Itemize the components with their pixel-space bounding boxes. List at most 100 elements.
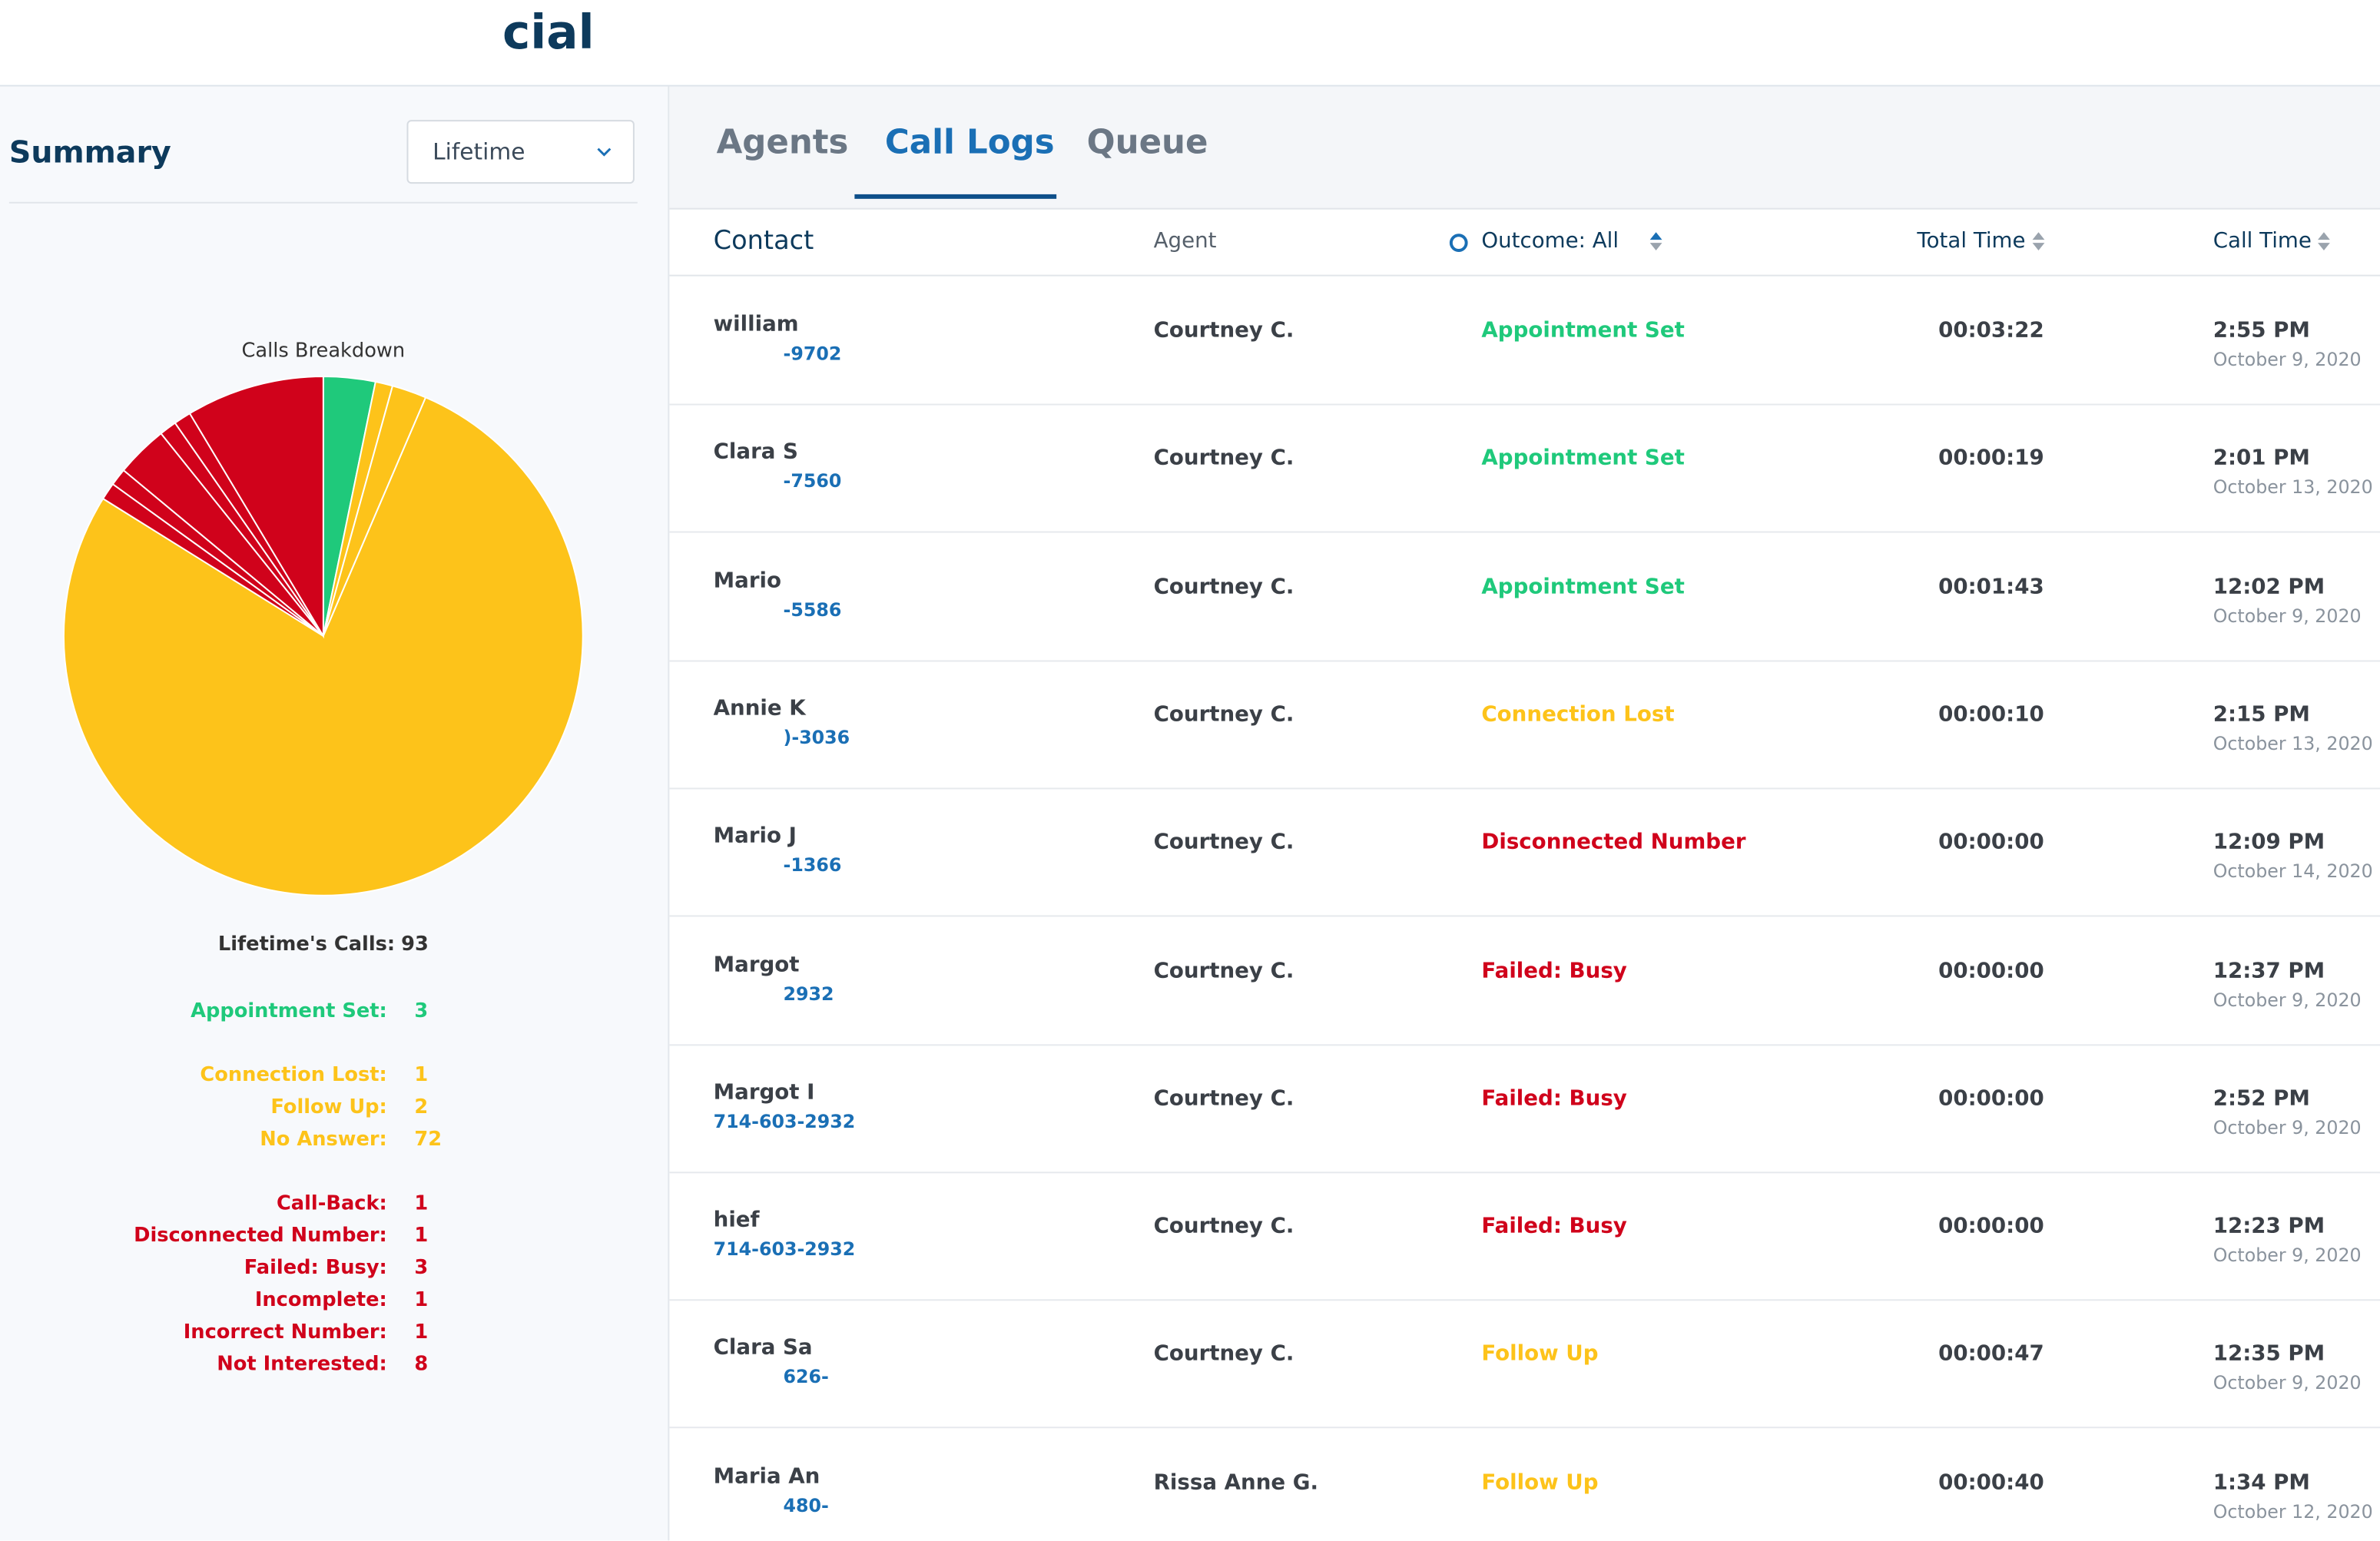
tab[interactable]: Queue	[1086, 124, 1208, 163]
legend-label: Connection Lost:	[200, 1063, 386, 1086]
sort-down	[2318, 243, 2330, 251]
call-time: 1:34 PM	[2213, 1470, 2310, 1495]
call-date: October 9, 2020	[2213, 349, 2362, 371]
column-header: Contact	[713, 226, 814, 257]
legend-value: 72	[414, 1128, 442, 1151]
call-time: 12:35 PM	[2213, 1342, 2325, 1367]
contact-phone: -1366	[783, 854, 842, 877]
tab[interactable]: Call Logs	[884, 124, 1055, 163]
column-header[interactable]: Outcome: All	[1481, 229, 1619, 254]
contact-name: william	[713, 313, 799, 337]
call-time: 2:52 PM	[2213, 1086, 2310, 1111]
contact-name: Clara Sa	[713, 1336, 813, 1361]
legend-label: Disconnected Number:	[134, 1224, 387, 1247]
sort-icon	[2032, 232, 2045, 251]
contact-phone: 626-	[783, 1366, 829, 1388]
total-time: 00:00:00	[1938, 830, 2044, 855]
column-header[interactable]: Call Time	[2213, 229, 2312, 254]
contact-phone: 714-603-2932	[713, 1110, 856, 1132]
sort-up	[2032, 232, 2045, 240]
logo[interactable]: cial	[502, 5, 595, 61]
table-header: Contact Agent Outcome: All Total Time Call T…	[669, 210, 2380, 277]
period-value: Lifetime	[433, 138, 525, 166]
agent: Courtney C.	[1153, 830, 1294, 855]
table-row: Mario J -1366 Courtney C. Disconnected Numb…	[669, 788, 2380, 917]
total-time: 00:00:19	[1938, 446, 2044, 472]
agent: Courtney C.	[1153, 1086, 1294, 1111]
sort-up	[2318, 232, 2330, 240]
call-time: 12:02 PM	[2213, 575, 2325, 599]
total-time: 00:00:00	[1938, 958, 2044, 983]
chart-title: Calls Breakdown	[241, 339, 405, 362]
table-row: william -9702 Courtney C. Appointment Set 00…	[669, 277, 2380, 406]
pie-chart: Calls Breakdown Lifetime's Calls: 93 Appoin…	[63, 339, 584, 1376]
legend-label: Incomplete:	[255, 1288, 387, 1311]
table-row: Margot I 714-603-2932 Courtney C. Failed: B…	[669, 1044, 2380, 1173]
sort-down	[1649, 243, 1662, 251]
legend-value: 1	[414, 1288, 428, 1311]
divider	[8, 201, 638, 204]
contact-phone: 480-	[783, 1494, 829, 1516]
agent: Courtney C.	[1153, 1342, 1294, 1367]
call-date: October 13, 2020	[2213, 733, 2373, 754]
total-time: 00:00:10	[1938, 702, 2044, 727]
agent: Courtney C.	[1153, 318, 1294, 343]
table-row: Clara Sa 626- Courtney C. Follow Up 00:00:47…	[669, 1300, 2380, 1429]
call-date: October 9, 2020	[2213, 1116, 2362, 1138]
call-time: 2:55 PM	[2213, 318, 2310, 343]
call-time: 12:23 PM	[2213, 1214, 2325, 1239]
contact-phone: -5586	[783, 598, 842, 621]
outcome: Follow Up	[1481, 1342, 1599, 1367]
column-header[interactable]: Total Time	[1917, 229, 2026, 254]
contact-name: Annie K	[713, 696, 806, 721]
call-date: October 9, 2020	[2213, 1372, 2362, 1394]
header: cial	[0, 0, 2380, 87]
legend-value: 8	[414, 1353, 428, 1376]
column-header: Agent	[1153, 229, 1217, 254]
outcome: Failed: Busy	[1481, 958, 1627, 983]
outcome: Connection Lost	[1481, 702, 1675, 727]
call-date: October 13, 2020	[2213, 476, 2373, 499]
call-time: 12:09 PM	[2213, 830, 2325, 855]
contact-name: Maria An	[713, 1464, 820, 1489]
contact-name: hief	[713, 1208, 760, 1233]
outcome: Appointment Set	[1481, 446, 1685, 472]
call-time: 2:01 PM	[2213, 446, 2310, 472]
legend-label: Call-Back:	[277, 1191, 387, 1215]
contact-name: Clara S	[713, 440, 798, 466]
table-row: hief 714-603-2932 Courtney C. Failed: Busy 0…	[669, 1172, 2380, 1301]
total-time: 00:00:40	[1938, 1470, 2044, 1495]
call-date: October 9, 2020	[2213, 605, 2362, 627]
legend-value: 3	[414, 999, 428, 1022]
legend-label: No Answer:	[260, 1128, 387, 1151]
table-row: Maria An 480- Rissa Anne G. Follow Up 00:00:…	[669, 1428, 2380, 1541]
call-time: 2:15 PM	[2213, 702, 2310, 727]
outcome: Disconnected Number	[1481, 830, 1746, 855]
call-date: October 9, 2020	[2213, 1244, 2362, 1267]
chevron	[597, 147, 612, 157]
call-date: October 12, 2020	[2213, 1500, 2373, 1523]
call-date: October 14, 2020	[2213, 860, 2373, 883]
total-label: Lifetime's Calls:	[218, 933, 395, 956]
outcome: Failed: Busy	[1481, 1214, 1627, 1239]
table-row: Annie K)-3036 Courtney C. Connection Lost 0…	[669, 660, 2380, 790]
logs-panel: Agents Call Logs Queue Contact Agent Outcome…	[669, 86, 2380, 1541]
legend-value: 1	[414, 1224, 428, 1247]
outcome: Follow Up	[1481, 1470, 1599, 1495]
call-date: October 9, 2020	[2213, 989, 2362, 1010]
legend-label: Appointment Set:	[191, 999, 387, 1022]
tab-bar: Agents Call Logs Queue	[669, 86, 2380, 210]
contact-name: Margot I	[713, 1080, 815, 1105]
table-row: Mario -5586 Courtney C. Appointment Set 00:0…	[669, 532, 2380, 661]
period-select[interactable]: Lifetime	[406, 120, 635, 184]
sort-down	[2032, 243, 2045, 251]
table-row: Margot 2932 Courtney C. Failed: Busy 00:00:0…	[669, 916, 2380, 1046]
outcome: Failed: Busy	[1481, 1086, 1627, 1111]
agent: Rissa Anne G.	[1153, 1470, 1319, 1495]
contact-phone: 2932	[783, 983, 834, 1004]
outcome: Appointment Set	[1481, 575, 1685, 599]
contact-phone: 714-603-2932	[713, 1238, 856, 1261]
tab[interactable]: Agents	[716, 124, 849, 163]
summary-panel: Summary Lifetime Calls Breakdown Lifetime…	[0, 86, 670, 1541]
